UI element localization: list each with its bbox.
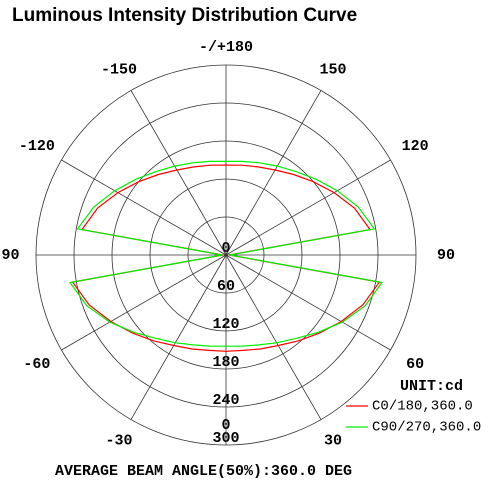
angle-label: 30 <box>324 432 342 449</box>
footer: AVERAGE BEAM ANGLE(50%):360.0 DEG <box>55 463 352 480</box>
angle-label: 150 <box>319 62 346 79</box>
legend-label: C0/180,360.0 <box>372 399 473 415</box>
grid-spoke <box>225 254 391 351</box>
grid-spoke <box>225 90 322 256</box>
angle-label: 120 <box>402 138 429 155</box>
grid-spoke <box>61 254 227 351</box>
grid-spoke <box>130 90 227 256</box>
unit-label: UNIT:cd <box>400 378 463 395</box>
angle-label: -120 <box>19 138 55 155</box>
curve <box>71 164 381 352</box>
angle-label: -60 <box>23 356 50 373</box>
chart-title: Luminous Intensity Distribution Curve <box>12 5 357 26</box>
angle-label: 60 <box>406 356 424 373</box>
angle-label: -150 <box>101 62 137 79</box>
angle-label: -90 <box>0 247 20 264</box>
angle-label: -30 <box>105 432 132 449</box>
grid-spoke <box>130 254 227 420</box>
grid-spoke <box>225 159 391 256</box>
legend-label: C90/270,360.0 <box>372 420 481 436</box>
grid-spoke <box>225 254 322 420</box>
curve <box>69 160 383 347</box>
grid-spoke <box>61 159 227 256</box>
angle-label: 90 <box>437 247 455 264</box>
angle-label: -/+180 <box>199 39 253 56</box>
angle-label: 0 <box>221 417 230 434</box>
